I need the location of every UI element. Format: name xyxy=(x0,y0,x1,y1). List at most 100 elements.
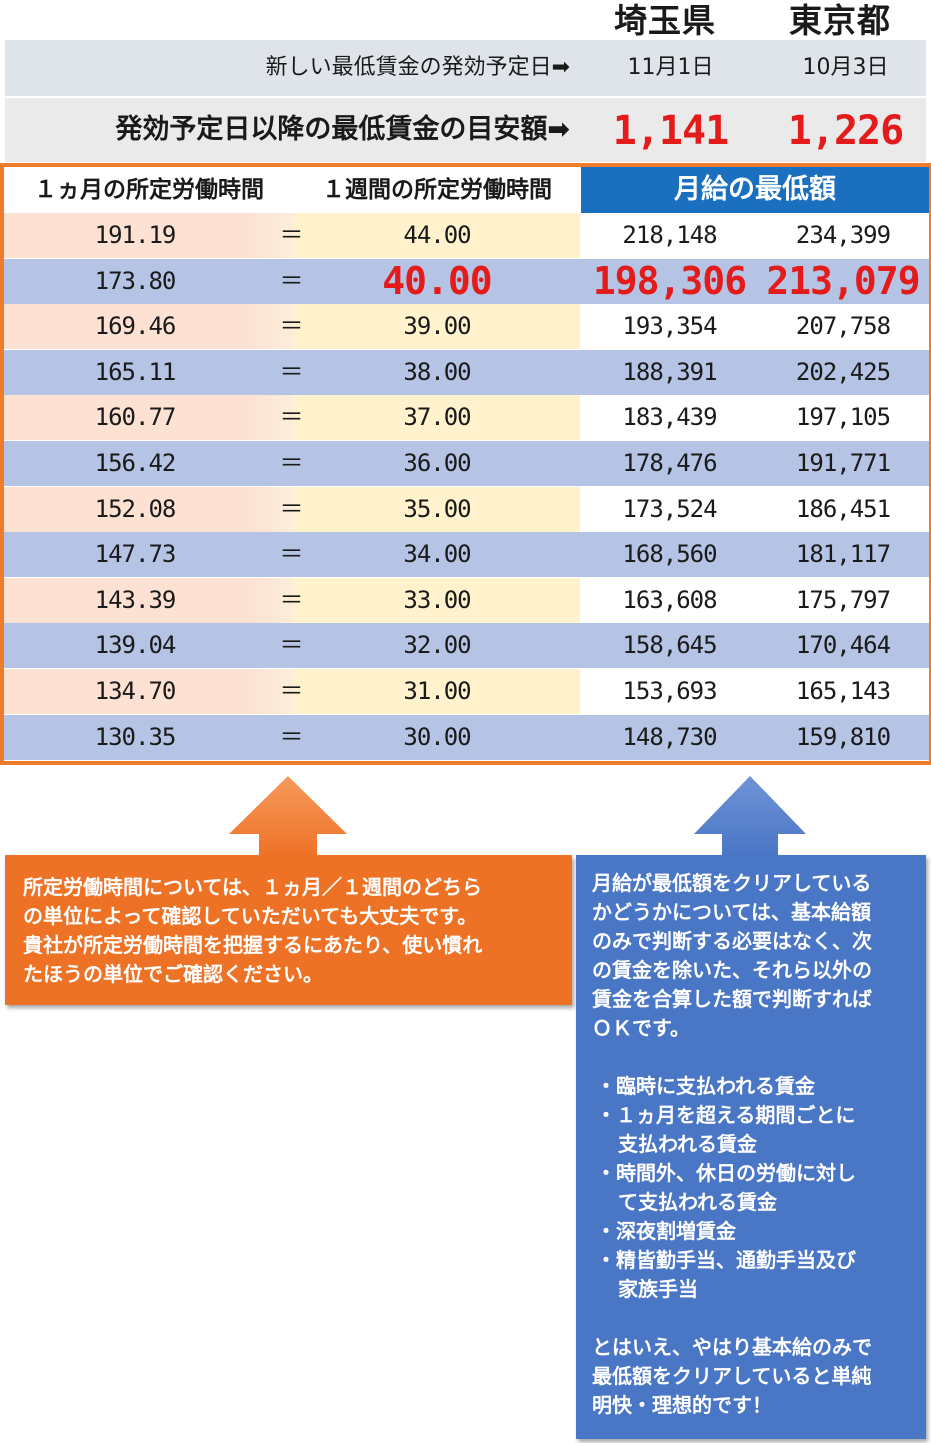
header-monthly-hours: １ヵ月の所定労働時間 xyxy=(34,177,264,203)
weekly-hours-cell: 33.00 xyxy=(403,585,471,614)
equals-sign: ＝ xyxy=(279,585,304,614)
salary-saitama-cell: 153,693 xyxy=(622,677,717,705)
salary-tokyo-cell: 186,451 xyxy=(795,494,891,523)
monthly-hours-cell: 160.77 xyxy=(94,403,177,432)
weekly-hours-cell: 37.00 xyxy=(403,403,471,432)
equals-sign: ＝ xyxy=(279,221,304,249)
up-arrow-blue-icon xyxy=(694,776,806,856)
prefecture-saitama: 埼玉県 xyxy=(614,1,716,40)
table-row: 152.08 ＝ 35.00 173,524 186,451 xyxy=(4,486,929,532)
weekly-hours-cell: 30.00 xyxy=(403,722,471,751)
monthly-hours-cell: 143.39 xyxy=(94,585,177,614)
minimum-wage-label: 発効予定日以降の最低賃金の目安額➡ xyxy=(115,114,570,145)
weekly-hours-cell: 39.00 xyxy=(403,312,471,341)
salary-tokyo-cell: 207,758 xyxy=(795,312,891,341)
table-row: 165.11 ＝ 38.00 188,391 202,425 xyxy=(4,349,929,395)
note-working-hours: 所定労働時間については、１ヵ月／１週間のどちら の単位によって確認していただいても… xyxy=(5,855,572,1005)
weekly-hours-cell: 35.00 xyxy=(403,494,471,523)
salary-tokyo-cell: 234,399 xyxy=(795,221,891,249)
monthly-hours-cell: 169.46 xyxy=(94,312,177,341)
header-weekly-hours: １週間の所定労働時間 xyxy=(322,177,552,203)
bullet-item: ・精皆勤手当、通勤手当及び xyxy=(596,1248,856,1272)
salary-tokyo-cell: 165,143 xyxy=(795,677,891,705)
table-row: 143.39 ＝ 33.00 163,608 175,797 xyxy=(4,577,929,623)
monthly-hours-cell: 130.35 xyxy=(94,722,177,751)
monthly-hours-cell: 139.04 xyxy=(94,631,177,660)
bullet-item: ・深夜割増賃金 xyxy=(596,1219,736,1243)
note-line: かどうかについては、基本給額 xyxy=(592,900,871,924)
table-header: １ヵ月の所定労働時間 １週間の所定労働時間 月給の最低額 xyxy=(4,167,929,213)
equals-sign: ＝ xyxy=(279,631,304,660)
equals-sign: ＝ xyxy=(279,357,304,386)
salary-tokyo-cell: 159,810 xyxy=(795,722,891,751)
weekly-hours-cell: 32.00 xyxy=(403,631,471,660)
salary-tokyo-cell: 197,105 xyxy=(795,403,891,432)
salary-tokyo-cell: 213,079 xyxy=(766,258,920,303)
note-line: 所定労働時間については、１ヵ月／１週間のどちら xyxy=(23,875,482,899)
header-minimum-monthly-salary: 月給の最低額 xyxy=(581,167,929,213)
equals-sign: ＝ xyxy=(279,677,304,705)
weekly-hours-cell: 34.00 xyxy=(403,540,471,569)
minimum-wage-band: 発効予定日以降の最低賃金の目安額➡ 1,141 1,226 xyxy=(5,98,926,162)
equals-sign: ＝ xyxy=(279,540,304,569)
effective-date-saitama: 11月1日 xyxy=(627,55,714,80)
note-line: ＯＫです。 xyxy=(592,1016,690,1040)
equals-sign: ＝ xyxy=(279,266,304,295)
salary-saitama-cell: 163,608 xyxy=(622,585,717,614)
equals-sign: ＝ xyxy=(279,312,304,341)
equals-sign: ＝ xyxy=(279,494,304,523)
salary-saitama-cell: 188,391 xyxy=(622,357,717,386)
monthly-hours-cell: 173.80 xyxy=(94,266,177,295)
monthly-hours-cell: 156.42 xyxy=(94,449,177,477)
salary-saitama-cell: 218,148 xyxy=(622,221,717,249)
note-line: の単位によって確認していただいても大丈夫です。 xyxy=(23,904,478,928)
bullet-item: ・１ヵ月を超える期間ごとに xyxy=(596,1103,856,1127)
table-row: 191.19 ＝ 44.00 218,148 234,399 xyxy=(4,213,929,258)
monthly-hours-cell: 191.19 xyxy=(94,221,177,249)
salary-tokyo-cell: 170,464 xyxy=(795,631,891,660)
salary-saitama-cell: 183,439 xyxy=(622,403,717,432)
salary-tokyo-cell: 202,425 xyxy=(795,357,891,386)
salary-saitama-cell: 198,306 xyxy=(592,258,747,303)
monthly-hours-cell: 147.73 xyxy=(94,540,177,569)
bullet-item: 支払われる賃金 xyxy=(618,1132,757,1156)
monthly-hours-cell: 165.11 xyxy=(94,357,177,386)
prefecture-tokyo: 東京都 xyxy=(789,1,891,40)
equals-sign: ＝ xyxy=(279,449,304,477)
salary-saitama-cell: 158,645 xyxy=(622,631,717,660)
effective-date-tokyo: 10月3日 xyxy=(802,55,889,80)
minimum-wage-tokyo: 1,226 xyxy=(787,108,904,154)
table-row: 169.46 ＝ 39.00 193,354 207,758 xyxy=(4,304,929,350)
weekly-hours-cell: 36.00 xyxy=(403,449,471,477)
effective-date-band: 新しい最低賃金の発効予定日➡ 11月1日 10月3日 xyxy=(5,40,926,96)
salary-tokyo-cell: 181,117 xyxy=(795,540,891,569)
note-line: のみで判断する必要はなく、次 xyxy=(592,929,872,953)
table-row: 173.80 ＝ 40.00 198,306 213,079 xyxy=(4,258,929,304)
equals-sign: ＝ xyxy=(279,722,304,751)
salary-tokyo-cell: 191,771 xyxy=(795,449,891,477)
weekly-hours-cell: 44.00 xyxy=(403,221,471,249)
note-line: たほうの単位でご確認ください。 xyxy=(23,962,323,986)
monthly-hours-cell: 152.08 xyxy=(94,494,177,523)
weekly-hours-cell: 31.00 xyxy=(403,677,471,705)
salary-saitama-cell: 173,524 xyxy=(622,494,717,523)
weekly-hours-cell: 38.00 xyxy=(403,357,471,386)
note-salary-judgement: 月給が最低額をクリアしている かどうかについては、基本給額 のみで判断する必要はなく… xyxy=(576,855,926,1439)
note-line: 貴社が所定労働時間を把握するにあたり、使い慣れ xyxy=(23,933,483,957)
bullet-item: ・臨時に支払われる賃金 xyxy=(596,1074,815,1098)
equals-sign: ＝ xyxy=(279,403,304,432)
bullet-item: 家族手当 xyxy=(618,1277,698,1301)
table-row: 156.42 ＝ 36.00 178,476 191,771 xyxy=(4,441,929,486)
salary-saitama-cell: 168,560 xyxy=(622,540,717,569)
effective-date-label: 新しい最低賃金の発効予定日➡ xyxy=(265,55,570,80)
salary-saitama-cell: 178,476 xyxy=(622,449,717,477)
note-line: 最低額をクリアしていると単純 xyxy=(592,1364,872,1388)
bullet-item: て支払われる賃金 xyxy=(618,1190,777,1214)
table-row: 160.77 ＝ 37.00 183,439 197,105 xyxy=(4,395,929,441)
salary-tokyo-cell: 175,797 xyxy=(795,585,891,614)
note-line: 月給が最低額をクリアしている xyxy=(592,871,872,895)
note-line: とはいえ、やはり基本給のみで xyxy=(592,1335,872,1359)
note-line: 賃金を合算した額で判断すれば xyxy=(592,987,872,1011)
note-line: の賃金を除いた、それら以外の xyxy=(592,958,872,982)
note-line: 明快・理想的です！ xyxy=(592,1393,772,1417)
